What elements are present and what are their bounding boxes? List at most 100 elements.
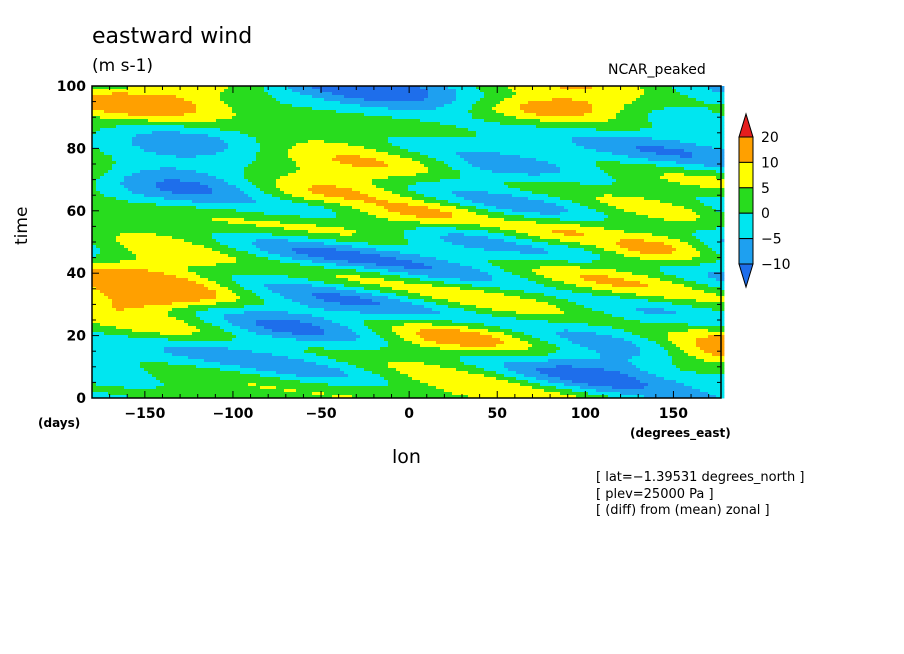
heatmap-cell [556,158,561,162]
heatmap-cell [132,149,137,153]
heatmap-cell [324,140,329,144]
heatmap-cell [432,179,437,183]
heatmap-cell [720,173,725,177]
heatmap-cell [220,164,225,168]
heatmap-cell [352,110,357,114]
heatmap-cell [344,137,349,141]
heatmap-cell [640,98,645,102]
heatmap-cell [568,131,573,135]
heatmap-cell [236,101,241,105]
heatmap-cell [684,122,689,126]
heatmap-cell [184,128,189,132]
heatmap-cell [144,116,149,120]
heatmap-cell [684,125,689,129]
heatmap-cell [476,110,481,114]
heatmap-cell [92,176,97,180]
heatmap-cell [412,173,417,177]
heatmap-cell [632,131,637,135]
heatmap-cell [124,155,129,159]
heatmap-cell [344,152,349,156]
heatmap-cell [516,161,521,165]
heatmap-cell [148,116,153,120]
heatmap-cell [552,134,557,138]
heatmap-cell [376,170,381,174]
heatmap-cell [272,116,277,120]
heatmap-cell [428,152,433,156]
heatmap-cell [640,125,645,129]
heatmap-cell [208,107,213,111]
heatmap-cell [240,134,245,138]
heatmap-cell [392,86,397,90]
heatmap-cell [596,128,601,132]
heatmap-cell [584,164,589,168]
heatmap-cell [712,155,717,159]
heatmap-cell [488,155,493,159]
heatmap-cell [632,149,637,153]
heatmap-cell [280,104,285,108]
heatmap-cell [112,134,117,138]
heatmap-cell [616,158,621,162]
heatmap-cell [520,164,525,168]
heatmap-cell [696,128,701,132]
heatmap-cell [120,164,125,168]
note-pressure-level: [ plev=25000 Pa ] [596,487,714,502]
heatmap-cell [344,86,349,90]
heatmap-cell [572,86,577,90]
heatmap-cell [220,140,225,144]
heatmap-cell [532,149,537,153]
heatmap-cell [692,131,697,135]
heatmap-cell [176,146,181,150]
heatmap-cell [236,149,241,153]
heatmap-cell [232,131,237,135]
heatmap-cell [628,86,633,90]
heatmap-cell [636,107,641,111]
heatmap-cell [128,146,133,150]
heatmap-cell [568,158,573,162]
heatmap-cell [628,158,633,162]
heatmap-cell [248,176,253,180]
heatmap-cell [288,137,293,141]
heatmap-cell [484,128,489,132]
heatmap-cell [180,98,185,102]
heatmap-cell [188,155,193,159]
heatmap-cell [672,176,677,180]
heatmap-cell [236,170,241,174]
heatmap-cell [468,89,473,93]
heatmap-cell [492,107,497,111]
heatmap-cell [632,119,637,123]
heatmap-cell [508,155,513,159]
heatmap-cell [388,92,393,96]
heatmap-cell [284,125,289,129]
heatmap-cell [268,125,273,129]
heatmap-cell [308,140,313,144]
heatmap-cell [588,92,593,96]
heatmap-cell [464,143,469,147]
heatmap-cell [336,95,341,99]
heatmap-cell [140,134,145,138]
heatmap-cell [588,89,593,93]
heatmap-cell [316,134,321,138]
heatmap-cell [248,170,253,174]
heatmap-cell [660,95,665,99]
heatmap-cell [648,152,653,156]
heatmap-cell [500,125,505,129]
heatmap-cell [400,158,405,162]
heatmap-cell [668,158,673,162]
heatmap-cell [336,128,341,132]
heatmap-cell [664,89,669,93]
heatmap-cell [572,95,577,99]
heatmap-cell [288,161,293,165]
heatmap-cell [96,116,101,120]
heatmap-cell [360,89,365,93]
heatmap-cell [348,116,353,120]
heatmap-cell [316,158,321,162]
heatmap-cell [504,161,509,165]
heatmap-cell [172,158,177,162]
heatmap-cell [216,101,221,105]
heatmap-cell [600,176,605,180]
heatmap-cell [204,92,209,96]
heatmap-cell [424,170,429,174]
heatmap-cell [192,95,197,99]
heatmap-cell [232,137,237,141]
heatmap-cell [424,146,429,150]
